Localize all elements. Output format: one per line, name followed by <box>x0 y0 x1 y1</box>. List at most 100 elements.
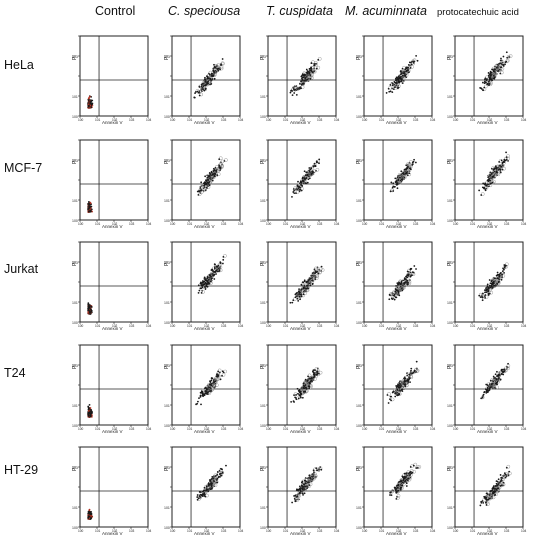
event-dot <box>309 477 312 480</box>
event-dot <box>491 487 494 490</box>
x-tick-label: 100 <box>170 118 176 122</box>
event-dot <box>303 488 306 491</box>
event-dot <box>489 72 492 75</box>
event-dot <box>503 272 505 274</box>
event-dot <box>488 78 491 81</box>
row-label-ht-29: HT-29 <box>4 463 39 477</box>
event-dot <box>216 266 218 269</box>
density-contour <box>496 172 501 177</box>
density-contour <box>223 254 227 258</box>
event-dot <box>213 278 216 280</box>
event-dot <box>389 494 391 496</box>
density-contour <box>299 388 304 393</box>
y-tick-label: 101 <box>356 404 362 408</box>
event-dot <box>208 184 211 187</box>
event-dot <box>213 77 216 80</box>
density-contour <box>480 192 485 196</box>
event-dot <box>294 494 297 497</box>
density-contour <box>198 192 202 196</box>
row-label-jurkat: Jurkat <box>4 262 39 276</box>
event-dot <box>389 398 391 401</box>
plot-frame <box>171 344 241 426</box>
y-tick-label: 103 <box>356 466 362 470</box>
density-contour <box>404 375 409 380</box>
event-dot <box>407 378 409 381</box>
event-dot <box>200 403 202 406</box>
event-dot <box>297 180 299 183</box>
x-tick-label: 104 <box>334 118 340 122</box>
x-tick-label: 102 <box>396 118 402 122</box>
event-dot <box>201 493 204 495</box>
event-dot <box>390 181 393 184</box>
event-dot <box>388 293 391 296</box>
density-contour <box>218 265 223 270</box>
event-dot <box>394 392 397 395</box>
event-dot <box>410 472 413 475</box>
event-dot <box>291 301 294 304</box>
x-tick-label: 103 <box>504 118 510 122</box>
event-dot <box>300 181 303 183</box>
event-dot <box>295 489 298 492</box>
event-dot <box>205 180 208 182</box>
event-dot <box>500 57 502 60</box>
y-tick-label: 100 <box>260 526 266 530</box>
event-dot <box>305 79 308 81</box>
event-dot <box>413 369 416 372</box>
event-dot <box>498 377 500 380</box>
event-dot <box>484 78 486 81</box>
event-dot <box>488 84 490 87</box>
density-contour <box>389 489 394 494</box>
y-tick-label: 100 <box>356 424 362 428</box>
y-tick-label: 101 <box>260 199 266 203</box>
x-tick-label: 103 <box>129 427 135 431</box>
dot-plot-mcf-7-col4 <box>453 139 524 222</box>
event-dot <box>408 61 411 64</box>
event-dot <box>406 283 409 286</box>
event-dot <box>310 379 313 382</box>
event-dot <box>89 517 92 520</box>
y-axis-label: PI <box>260 261 266 266</box>
event-dot <box>478 189 481 192</box>
event-dot <box>503 368 506 371</box>
density-contour <box>405 276 410 280</box>
x-tick-label: 104 <box>238 529 244 533</box>
event-dot <box>315 373 318 376</box>
event-dot <box>304 378 307 381</box>
density-contour <box>406 372 411 377</box>
event-dot <box>219 467 222 470</box>
density-contour <box>493 278 498 283</box>
density-contour <box>413 462 418 467</box>
x-axis-label: Annexin V <box>102 120 123 125</box>
event-dot <box>219 68 222 71</box>
row-label-mcf-7: MCF-7 <box>4 161 43 175</box>
event-dot <box>405 472 408 474</box>
event-dot <box>488 77 491 80</box>
y-tick-label: 101 <box>72 404 78 408</box>
event-dot <box>396 282 399 285</box>
event-dot <box>409 268 412 271</box>
event-dot <box>302 382 305 385</box>
event-dot <box>488 279 491 281</box>
event-dot <box>212 167 215 170</box>
event-dot <box>308 385 311 388</box>
event-dot <box>204 80 207 83</box>
column-header-c-speciousa: C. speciousa <box>168 4 241 18</box>
event-dot <box>296 297 299 300</box>
event-dot <box>204 76 206 79</box>
event-dot <box>299 186 301 189</box>
density-contour <box>214 63 219 68</box>
event-dot <box>317 272 320 275</box>
dot-plot-t24-col0 <box>78 344 149 427</box>
event-dot <box>485 391 488 394</box>
x-tick-label: 104 <box>430 324 436 328</box>
y-tick-label: 103 <box>164 159 170 163</box>
event-dot <box>395 288 397 291</box>
event-dot <box>196 498 199 501</box>
event-dot <box>89 410 92 413</box>
density-contour <box>492 379 497 383</box>
event-dot <box>387 402 390 404</box>
x-axis-label: Annexin V <box>194 326 215 331</box>
density-contour <box>393 84 398 89</box>
event-dot <box>297 489 300 492</box>
x-tick-label: 100 <box>266 427 272 431</box>
